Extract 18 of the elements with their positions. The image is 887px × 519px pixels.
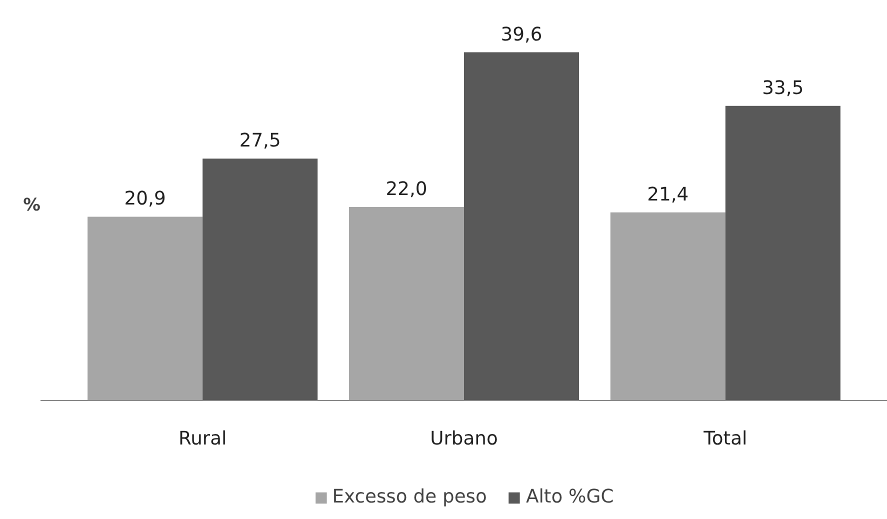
data-label: 39,6	[500, 24, 542, 46]
legend-label: Excesso de peso	[332, 486, 487, 508]
bar	[464, 52, 580, 400]
bar	[348, 207, 464, 400]
data-label: 33,5	[762, 78, 804, 99]
bar	[610, 212, 726, 400]
data-label: 27,5	[239, 130, 281, 152]
bar	[725, 106, 840, 400]
bar	[88, 216, 203, 400]
bar	[202, 158, 318, 400]
data-label: 22,0	[386, 179, 428, 200]
y-axis-title: %	[23, 196, 41, 216]
x-tick-label: Total	[702, 428, 748, 450]
x-tick-label: Urbano	[430, 428, 498, 450]
legend-label: Alto %GC	[526, 486, 614, 508]
data-label: 21,4	[647, 184, 689, 206]
x-tick-label: Rural	[178, 428, 227, 450]
data-label: 20,9	[124, 188, 166, 210]
